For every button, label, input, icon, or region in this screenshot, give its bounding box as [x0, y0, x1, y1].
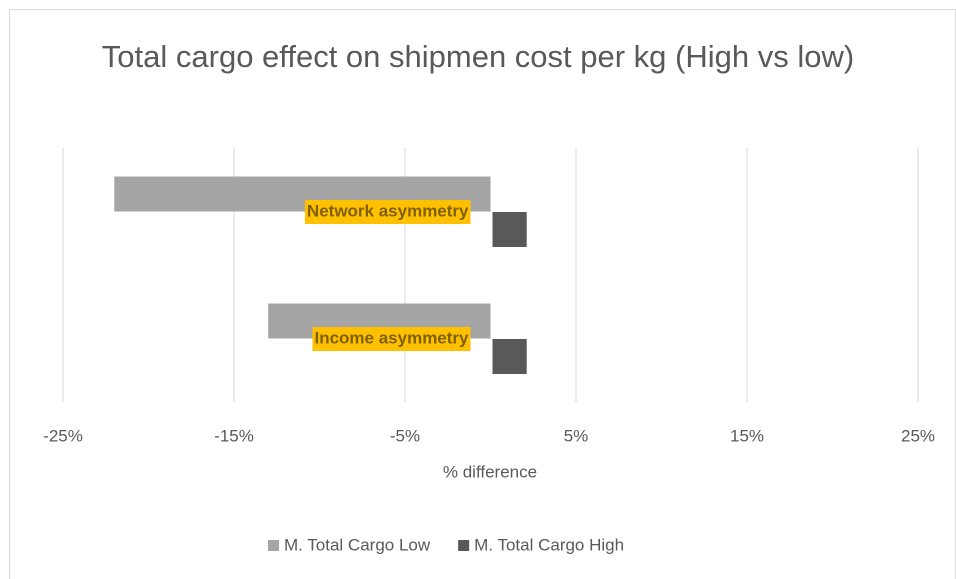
- chart-title: Total cargo effect on shipmen cost per k…: [101, 39, 855, 74]
- bar: [492, 212, 527, 247]
- category-label-bg: [304, 200, 471, 224]
- legend-swatch: [268, 540, 279, 551]
- category-label: Income asymmetry: [314, 328, 469, 347]
- category-label: Network asymmetry: [307, 201, 469, 220]
- legend-label: M. Total Cargo Low: [284, 535, 431, 554]
- x-axis-label: % difference: [443, 462, 537, 481]
- category-label-bg: [312, 327, 471, 351]
- bar: [492, 339, 527, 374]
- legend-label: M. Total Cargo High: [474, 535, 624, 554]
- x-tick-label: -5%: [390, 426, 420, 445]
- x-tick-label: -15%: [214, 426, 254, 445]
- x-tick-label: -25%: [43, 426, 83, 445]
- chart-border: [9, 9, 956, 579]
- legend-swatch: [458, 540, 470, 551]
- x-tick-label: 15%: [730, 426, 764, 445]
- x-tick-label: 25%: [901, 426, 935, 445]
- x-tick-label: 5%: [564, 426, 589, 445]
